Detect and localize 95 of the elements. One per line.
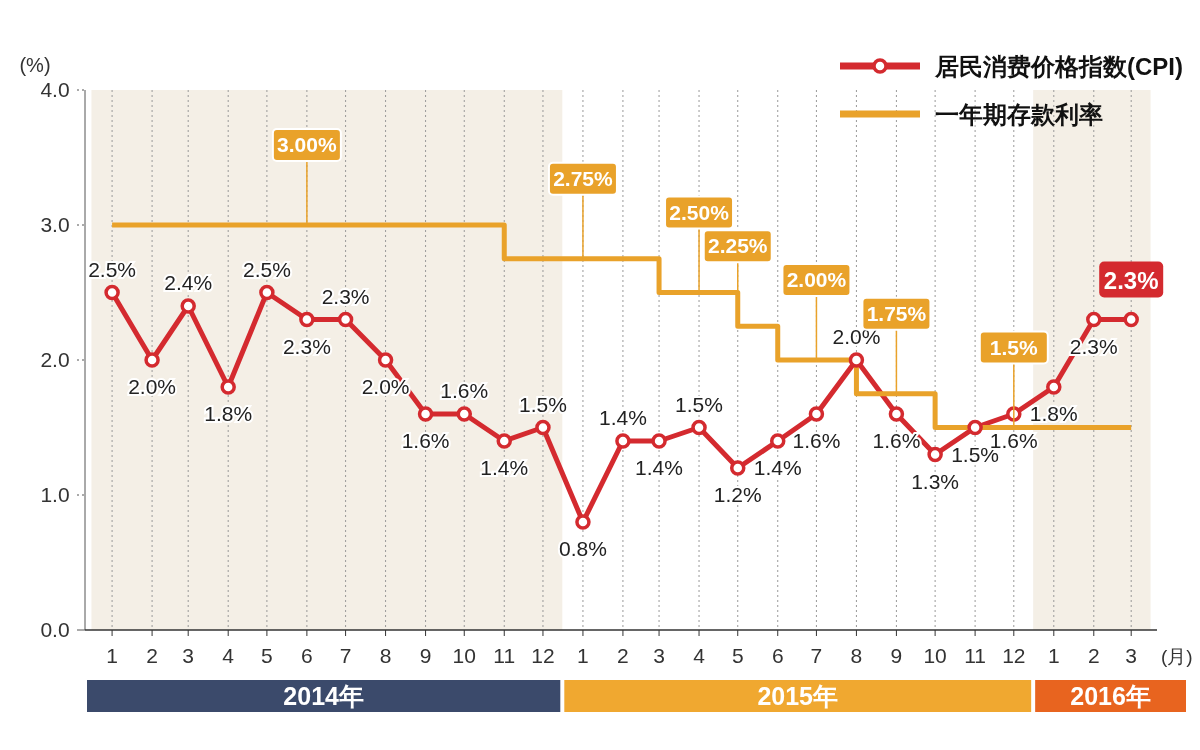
data-label: 1.6% [872, 429, 921, 452]
y-tick-label: 1.0 [40, 483, 70, 506]
point [259, 284, 275, 301]
x-tick-label: 10 [452, 644, 476, 667]
x-tick-label: 11 [964, 644, 987, 667]
x-tick-label: 10 [923, 644, 947, 667]
data-label: 2.50% [669, 200, 730, 224]
text: 2014年 [283, 682, 364, 710]
point [730, 460, 746, 476]
data-label: 1.6% [792, 429, 841, 452]
point [1123, 311, 1139, 328]
point [927, 446, 943, 463]
data-label: 1.4% [599, 406, 647, 429]
data-label: 1.5% [675, 392, 723, 416]
y-axis-title: (%) [19, 54, 51, 76]
point [1086, 311, 1102, 328]
x-tick-label: 12 [531, 644, 555, 667]
point [769, 433, 786, 449]
point [808, 406, 825, 422]
data-label: 1.8% [204, 402, 253, 425]
point [535, 419, 551, 436]
data-label: 2.4% [164, 271, 213, 294]
legend-label: 居民消费价格指数(CPI) [934, 53, 1183, 80]
data-label: 1.4% [635, 456, 683, 479]
point [104, 284, 120, 301]
point [1046, 379, 1062, 395]
point [967, 419, 983, 436]
data-label: 2.3% [282, 334, 331, 358]
x-axis-title: (月) [1161, 646, 1193, 667]
point [180, 298, 196, 314]
point [299, 311, 315, 328]
data-label: 2.00% [786, 268, 847, 291]
point [220, 379, 236, 395]
data-label: 1.6% [401, 429, 450, 452]
point [377, 352, 394, 368]
data-label: 1.4% [753, 456, 802, 479]
point [575, 514, 591, 530]
point [417, 406, 434, 422]
y-tick-label: 3.0 [40, 213, 70, 236]
data-label: 2.3% [1103, 266, 1159, 294]
data-label: 2.25% [707, 234, 768, 258]
data-label: 1.8% [1029, 402, 1078, 425]
point [456, 406, 473, 422]
x-tick-label: 2 [146, 644, 158, 667]
data-label: 1.4% [480, 456, 529, 479]
point [848, 352, 865, 368]
data-label: 3.00% [277, 133, 337, 156]
x-tick-label: 2 [617, 644, 629, 667]
data-label: 2.5% [242, 257, 291, 281]
x-tick-label: 2 [1087, 644, 1100, 667]
data-label: 1.3% [911, 469, 960, 493]
point [615, 433, 631, 449]
data-label: 2.5% [88, 257, 137, 281]
x-tick-label: 5 [731, 644, 744, 667]
data-label: 2.0% [128, 375, 177, 398]
x-tick-label: 9 [419, 644, 432, 667]
x-tick-label: 7 [339, 644, 352, 667]
data-label: 2.75% [553, 166, 614, 190]
x-tick-label: 3 [182, 644, 195, 667]
data-label: 1.2% [713, 483, 762, 506]
x-tick-label: 8 [379, 644, 392, 667]
text: 2015年 [757, 682, 839, 710]
text: 2016年 [1070, 682, 1151, 710]
data-label: 1.5% [519, 392, 567, 416]
point [888, 406, 905, 422]
x-tick-label: 7 [810, 644, 823, 667]
x-tick-label: 3 [1125, 644, 1138, 667]
x-tick-label: 1 [106, 644, 118, 667]
point [144, 352, 160, 368]
point [337, 311, 354, 328]
data-label: 1.75% [866, 301, 927, 325]
data-label: 2.3% [321, 284, 370, 308]
x-tick-label: 1 [1047, 644, 1060, 667]
x-tick-label: 5 [261, 644, 273, 667]
data-label: 2.0% [832, 325, 881, 348]
y-tick-label: 2.0 [40, 348, 70, 371]
x-tick-label: 12 [1002, 644, 1026, 667]
x-tick-label: 6 [771, 644, 784, 667]
x-tick-label: 4 [693, 644, 706, 667]
data-label: 0.8% [559, 537, 607, 560]
x-tick-label: 4 [222, 644, 235, 667]
y-tick-label: 4.0 [40, 78, 70, 101]
x-tick-label: 9 [890, 644, 903, 667]
x-tick-label: 1 [577, 644, 589, 667]
legend-label: 一年期存款利率 [935, 101, 1103, 128]
point [496, 433, 512, 449]
point [691, 419, 707, 436]
x-tick-label: 3 [653, 644, 665, 667]
data-label: 1.6% [440, 379, 489, 402]
point [651, 433, 667, 449]
data-label: 1.5% [989, 335, 1039, 359]
x-tick-label: 8 [850, 644, 863, 667]
x-tick-label: 6 [301, 644, 313, 667]
y-tick-label: 0.0 [40, 618, 70, 641]
x-tick-label: 11 [493, 644, 516, 667]
